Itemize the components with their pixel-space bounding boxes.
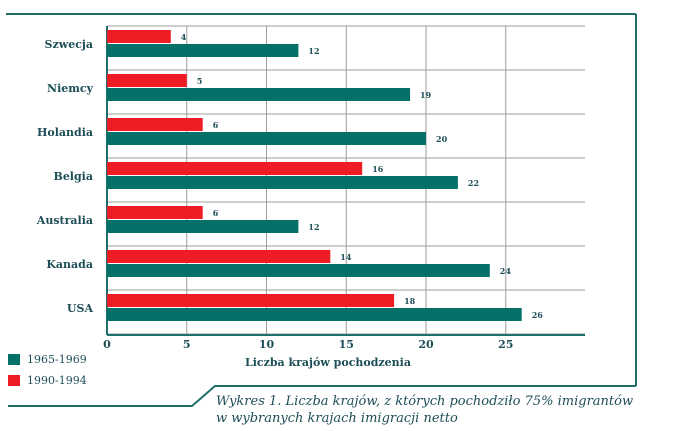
data-label: 12 [308, 46, 319, 56]
bar-1990-1994-usa [107, 294, 395, 307]
category-label: Australia [36, 214, 93, 227]
bar-1965-1969-belgia [107, 176, 458, 189]
bar-1965-1969-australia [107, 220, 299, 233]
legend-label-1965: 1965-1969 [27, 352, 87, 366]
data-label: 14 [340, 252, 352, 262]
category-label: Niemcy [47, 82, 94, 95]
category-label: Kanada [46, 258, 93, 271]
data-label: 16 [372, 164, 384, 174]
bar-1990-1994-kanada [107, 250, 331, 263]
category-label: Holandia [37, 126, 93, 139]
data-label: 18 [404, 296, 416, 306]
category-label: USA [67, 302, 94, 315]
bar-1965-1969-usa [107, 308, 522, 321]
x-tick-label: 0 [103, 338, 111, 351]
bar-1965-1969-kanada [107, 264, 490, 277]
data-label: 5 [197, 76, 203, 86]
legend-swatch-1965 [8, 353, 20, 365]
decorative-frame [6, 13, 637, 407]
x-tick-label: 20 [418, 338, 434, 351]
category-label: Belgia [54, 170, 93, 183]
bar-1965-1969-szwecja [107, 44, 299, 57]
legend-label-1990: 1990-1994 [27, 373, 87, 387]
legend-swatch-1990 [8, 374, 20, 386]
bars-layer [107, 30, 522, 321]
data-label: 26 [532, 310, 544, 320]
frame-bottom-line [8, 385, 636, 407]
bar-1990-1994-holandia [107, 118, 203, 131]
legend-item-1990: 1990-1994 [8, 373, 87, 387]
data-label: 4 [181, 32, 187, 42]
data-label: 22 [468, 178, 479, 188]
data-label: 19 [420, 90, 432, 100]
data-label: 6 [213, 120, 219, 130]
category-label: Szwecja [45, 38, 93, 51]
x-tick-label: 10 [259, 338, 275, 351]
data-label: 20 [436, 134, 448, 144]
figure-caption: Wykres 1. Liczba krajów, z których pocho… [216, 393, 676, 427]
bar-1990-1994-australia [107, 206, 203, 219]
bar-1990-1994-szwecja [107, 30, 171, 43]
bar-1965-1969-holandia [107, 132, 426, 145]
caption-line-1: Wykres 1. Liczba krajów, z których pocho… [216, 394, 634, 409]
bar-1965-1969-niemcy [107, 88, 411, 101]
bar-1990-1994-niemcy [107, 74, 187, 87]
x-tick-label: 25 [498, 338, 513, 351]
data-label: 24 [500, 266, 512, 276]
labels-layer: Szwecja 4 12 Niemcy 5 19 Holandia 6 20 Belgia 16 22… [36, 32, 543, 320]
data-label: 6 [213, 208, 219, 218]
x-axis-label: Liczba krajów pochodzenia [245, 356, 411, 369]
x-tick-label: 5 [183, 338, 191, 351]
legend-item-1965: 1965-1969 [8, 352, 87, 366]
data-label: 12 [308, 222, 319, 232]
bar-1990-1994-belgia [107, 162, 363, 175]
caption-line-2: w wybranych krajach imigracji netto [216, 411, 458, 426]
x-tick-label: 15 [339, 338, 354, 351]
